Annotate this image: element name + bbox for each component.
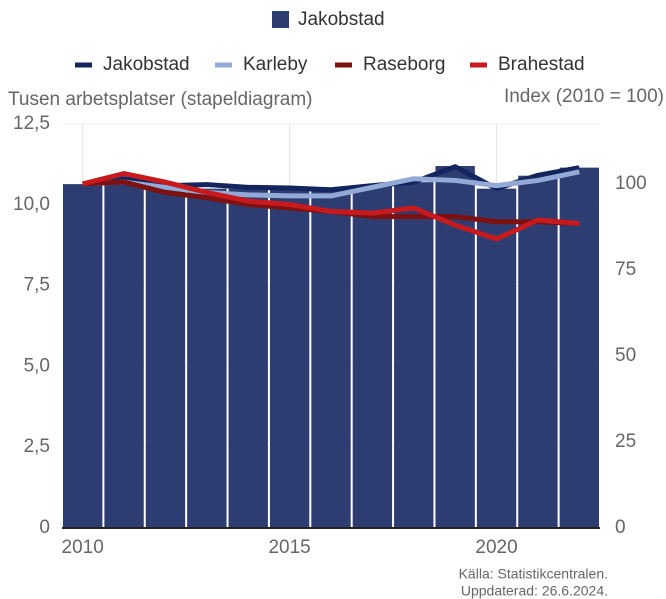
updated: Uppdaterad: 26.6.2024. xyxy=(461,583,608,599)
y2-tick-label: 75 xyxy=(615,259,636,280)
bar xyxy=(311,190,351,529)
bar xyxy=(63,184,103,528)
legend-label: Karleby xyxy=(243,54,308,75)
y2-tick-label: 100 xyxy=(615,173,647,194)
y2-tick-label: 0 xyxy=(615,517,626,538)
bar xyxy=(145,185,186,528)
bar xyxy=(228,188,268,528)
y-tick-label: 10,0 xyxy=(13,194,50,215)
x-tick-label: 2010 xyxy=(62,537,104,558)
x-tick-label: 2015 xyxy=(268,537,310,558)
line xyxy=(82,171,580,242)
y2-tick-label: 25 xyxy=(615,431,636,452)
bar xyxy=(187,188,227,528)
legend-label: Jakobstad xyxy=(103,54,190,75)
y-axis-title: Tusen arbetsplatser (stapeldiagram) xyxy=(8,89,313,110)
bar xyxy=(104,179,144,528)
bar xyxy=(518,175,558,528)
y2-tick-label: 50 xyxy=(615,345,636,366)
y-tick-label: 5,0 xyxy=(24,355,50,376)
y-tick-label: 7,5 xyxy=(24,275,50,296)
bar xyxy=(352,185,393,528)
bar xyxy=(269,188,310,528)
y-tick-label: 12,5 xyxy=(13,113,50,134)
y-tick-label: 0 xyxy=(39,517,50,538)
y-tick-label: 2,5 xyxy=(24,436,50,457)
legend-label: Brahestad xyxy=(498,54,585,75)
y2-axis-title: Index (2010 = 100) xyxy=(504,86,664,107)
line xyxy=(82,169,580,199)
x-tick-label: 2020 xyxy=(475,537,517,558)
legend-swatch xyxy=(272,11,289,28)
source: Källa: Statistikcentralen. xyxy=(459,566,608,582)
bar xyxy=(394,182,434,528)
legend-label: Jakobstad xyxy=(298,9,385,30)
legend-label: Raseborg xyxy=(363,54,445,75)
bar xyxy=(476,188,517,528)
bar xyxy=(559,167,599,528)
